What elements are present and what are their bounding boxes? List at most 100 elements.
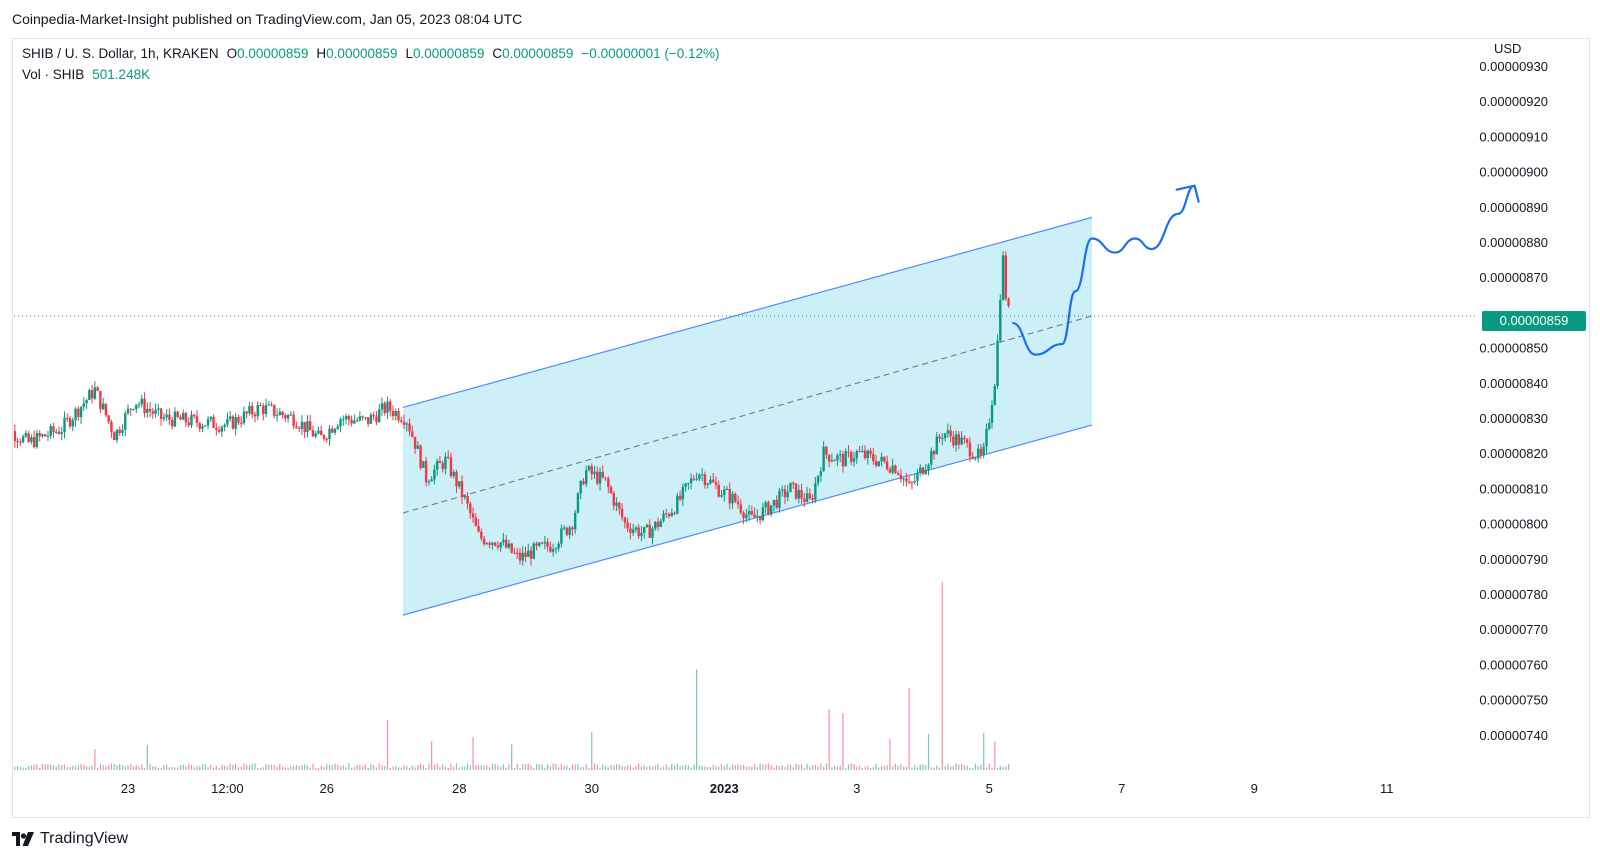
candle-body — [761, 507, 765, 521]
candle-body — [228, 416, 232, 419]
candle-body — [63, 417, 66, 433]
candle-body — [179, 416, 182, 420]
candle-body — [308, 421, 312, 431]
volume-bar — [201, 764, 204, 770]
volume-bar — [268, 764, 270, 770]
volume-bar — [903, 766, 905, 770]
candle-body — [990, 405, 994, 423]
volume-bar — [508, 764, 510, 770]
volume-bar — [519, 768, 521, 770]
volume-bar — [963, 765, 966, 770]
volume-bar — [108, 765, 110, 770]
volume-bar — [878, 767, 880, 770]
volume-bar — [955, 763, 957, 770]
candle-body — [814, 483, 817, 500]
candle-body — [805, 493, 809, 502]
volume-bar — [392, 766, 394, 770]
volume-bar — [858, 765, 861, 770]
low-value: 0.00000859 — [413, 46, 485, 61]
volume-bar — [47, 764, 49, 770]
y-tick-label: 0.00000750 — [1479, 693, 1548, 708]
open-label: O — [226, 46, 238, 61]
volume-bar — [323, 766, 325, 770]
volume-bar — [212, 767, 215, 770]
volume-bar — [673, 765, 676, 770]
volume-bar — [875, 763, 877, 770]
volume-bar — [974, 763, 977, 770]
channel-upper-line[interactable] — [402, 216, 1093, 409]
candle-body — [651, 528, 654, 538]
volume-bar — [19, 766, 21, 770]
volume-bar — [265, 763, 267, 770]
volume-label[interactable]: Vol · SHIB — [22, 67, 85, 82]
candle-body — [5, 426, 7, 428]
candle-body — [342, 419, 345, 421]
candle-body — [264, 405, 268, 414]
candle-body — [659, 520, 662, 527]
volume-bar — [571, 764, 574, 770]
symbol-label[interactable]: SHIB / U. S. Dollar, 1h, KRAKEN — [22, 46, 219, 61]
volume-bar — [422, 764, 424, 770]
volume-bar — [839, 765, 841, 770]
candle-body — [593, 471, 596, 475]
volume-bar — [588, 767, 590, 770]
volume-bar — [91, 765, 93, 770]
volume-bar — [395, 766, 397, 770]
volume-bar — [762, 764, 764, 770]
volume-bar — [773, 767, 775, 770]
chart-frame — [12, 38, 1590, 818]
volume-bar — [742, 765, 745, 770]
candle-body — [645, 524, 649, 528]
y-tick-label: 0.00000830 — [1479, 411, 1548, 426]
plot-area[interactable] — [0, 216, 1093, 770]
volume-bar — [411, 765, 413, 770]
candle-body — [921, 467, 925, 474]
volume-bar — [375, 767, 378, 770]
candle-body — [620, 508, 624, 518]
candle-body — [590, 466, 593, 475]
candle-body — [245, 411, 248, 414]
volume-bar — [345, 767, 347, 770]
volume-bar — [50, 764, 52, 770]
candle-body — [115, 429, 119, 441]
candle-body — [480, 531, 483, 539]
volume-bar — [754, 764, 756, 770]
volume-bar — [938, 767, 941, 770]
volume-bar — [110, 763, 113, 770]
candle-body — [825, 446, 828, 455]
x-tick-label: 2023 — [710, 781, 739, 796]
volume-bar — [477, 765, 480, 770]
volume-bar — [927, 733, 930, 770]
volume-bar — [193, 767, 195, 770]
volume-bar — [825, 763, 827, 770]
volume-bar — [596, 764, 598, 770]
candle-body — [692, 478, 696, 480]
volume-bar — [298, 765, 300, 770]
volume-bar — [116, 765, 118, 770]
candle-body — [96, 387, 99, 391]
volume-bar — [210, 764, 212, 770]
candle-body — [339, 419, 342, 427]
candle-body — [157, 408, 160, 410]
volume-bar — [880, 766, 883, 770]
volume-bar — [433, 764, 436, 770]
candle-body — [905, 478, 908, 482]
candle-body — [507, 543, 511, 548]
volume-bar — [270, 764, 273, 770]
candle-body — [899, 474, 903, 480]
volume-bar — [720, 763, 723, 770]
y-tick-label: 0.00000890 — [1479, 200, 1548, 215]
currency-label[interactable]: USD — [1494, 41, 1522, 56]
volume-bar — [610, 765, 612, 770]
tradingview-logo[interactable]: TradingView — [12, 830, 128, 848]
volume-bar — [687, 765, 689, 770]
candle-body — [607, 478, 610, 488]
candle-body — [173, 411, 177, 427]
projection-curve[interactable] — [1012, 184, 1196, 356]
volume-bar — [215, 765, 217, 770]
candle-body — [551, 549, 555, 552]
legend-price-row: SHIB / U. S. Dollar, 1h, KRAKEN O 0.00000… — [22, 43, 720, 64]
candle-body — [311, 430, 315, 437]
candle-body — [11, 431, 13, 434]
